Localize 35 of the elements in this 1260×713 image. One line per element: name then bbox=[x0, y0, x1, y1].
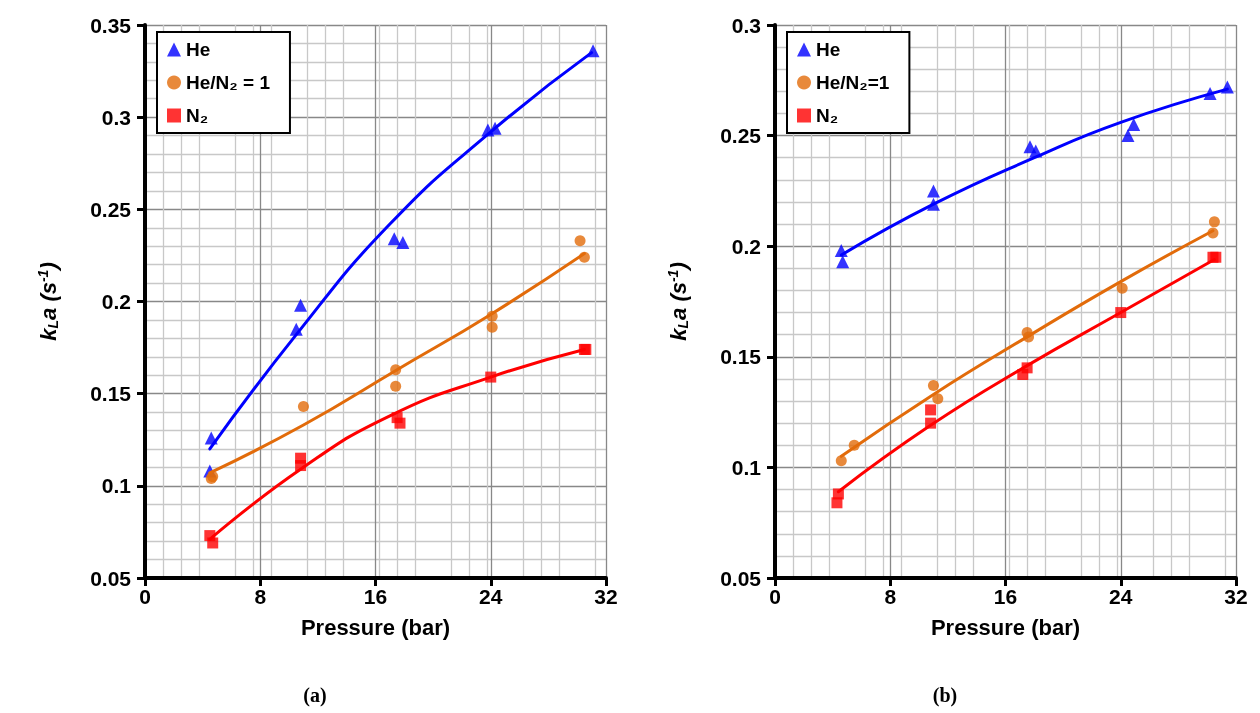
legend-label: He bbox=[816, 39, 841, 60]
y-tick-label: 0.1 bbox=[731, 455, 762, 479]
y-tick-label: 0.3 bbox=[731, 13, 761, 37]
legend-label: N₂ bbox=[186, 105, 209, 126]
x-tick-label: 8 bbox=[254, 585, 267, 608]
legend-label: He/N₂ = 1 bbox=[186, 72, 271, 93]
x-axis-title: Pressure (bar) bbox=[300, 614, 451, 640]
x-tick-label: 24 bbox=[479, 585, 503, 608]
x-tick-label: 32 bbox=[594, 585, 618, 608]
y-tick-label: 0.25 bbox=[90, 197, 132, 221]
y-tick-label: 0.3 bbox=[101, 105, 131, 129]
x-axis-title: Pressure (bar) bbox=[930, 614, 1081, 640]
y-tick-label: 0.15 bbox=[90, 382, 132, 406]
legend-label: He bbox=[186, 39, 211, 60]
y-tick-label: 0.15 bbox=[720, 345, 762, 369]
x-tick-label: 0 bbox=[769, 585, 781, 608]
y-tick-label: 0.05 bbox=[720, 566, 762, 590]
y-tick-label: 0.25 bbox=[720, 124, 762, 148]
y-tick-label: 0.35 bbox=[90, 13, 132, 37]
x-tick-label: 16 bbox=[363, 585, 388, 608]
x-tick-label: 16 bbox=[993, 585, 1018, 608]
legend-label: He/N₂=1 bbox=[816, 72, 890, 93]
x-tick-label: 32 bbox=[1224, 585, 1248, 608]
text: (a) bbox=[303, 684, 327, 707]
x-tick-label: 8 bbox=[884, 585, 897, 608]
y-tick-label: 0.05 bbox=[90, 566, 132, 590]
y-tick-label: 0.1 bbox=[101, 474, 132, 498]
y-axis-title: kLa (s-1) bbox=[665, 262, 691, 341]
text: (b) bbox=[932, 684, 958, 707]
x-tick-label: 0 bbox=[139, 585, 151, 608]
x-tick-label: 24 bbox=[1109, 585, 1133, 608]
y-tick-label: 0.2 bbox=[731, 234, 761, 258]
y-axis-title: kLa (s-1) bbox=[35, 262, 61, 341]
legend-label: N₂ bbox=[816, 105, 839, 126]
y-tick-label: 0.2 bbox=[101, 290, 131, 313]
